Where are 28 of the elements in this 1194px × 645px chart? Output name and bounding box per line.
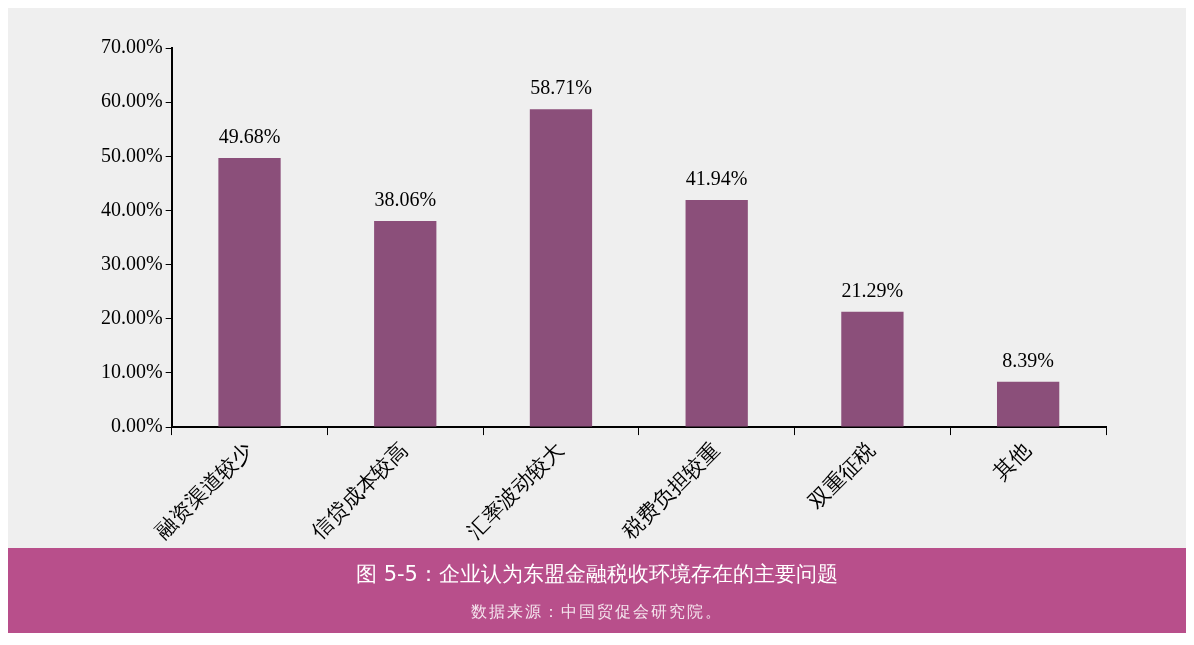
y-tick-label: 20.00% xyxy=(100,306,163,329)
y-tick-label: 10.00% xyxy=(100,360,163,383)
x-tick-label: 信贷成本较高 xyxy=(306,437,413,544)
bar xyxy=(529,109,593,427)
bar xyxy=(374,220,437,427)
data-label: 38.06% xyxy=(374,188,437,211)
bar xyxy=(996,381,1060,427)
y-tick-label: 40.00% xyxy=(100,197,163,220)
data-label: 58.71% xyxy=(530,76,592,99)
bar xyxy=(841,311,904,427)
data-label: 8.39% xyxy=(1002,348,1054,371)
y-tick-label: 70.00% xyxy=(100,35,163,58)
x-tick-label: 税费负担较重 xyxy=(618,437,725,544)
source-note: 数据来源：中国贸促会研究院。 xyxy=(470,602,724,623)
x-tick-label: 融资渠道较少 xyxy=(150,437,257,544)
x-tick-label: 其他 xyxy=(988,437,1036,485)
y-tick-label: 50.00% xyxy=(100,143,163,166)
data-label: 21.29% xyxy=(841,279,904,302)
x-tick-label: 汇率波动较大 xyxy=(462,437,569,544)
bar xyxy=(218,158,281,427)
x-tick-label: 双重征税 xyxy=(803,437,880,514)
data-label: 49.68% xyxy=(218,125,281,148)
data-label: 41.94% xyxy=(685,167,748,190)
text: 图 5-5：企业认为东盟金融税收环境存在的主要问题 xyxy=(355,561,839,588)
y-tick-label: 0.00% xyxy=(110,414,163,437)
bar xyxy=(685,199,748,427)
y-tick-label: 60.00% xyxy=(100,89,163,112)
y-tick-label: 30.00% xyxy=(100,251,163,274)
